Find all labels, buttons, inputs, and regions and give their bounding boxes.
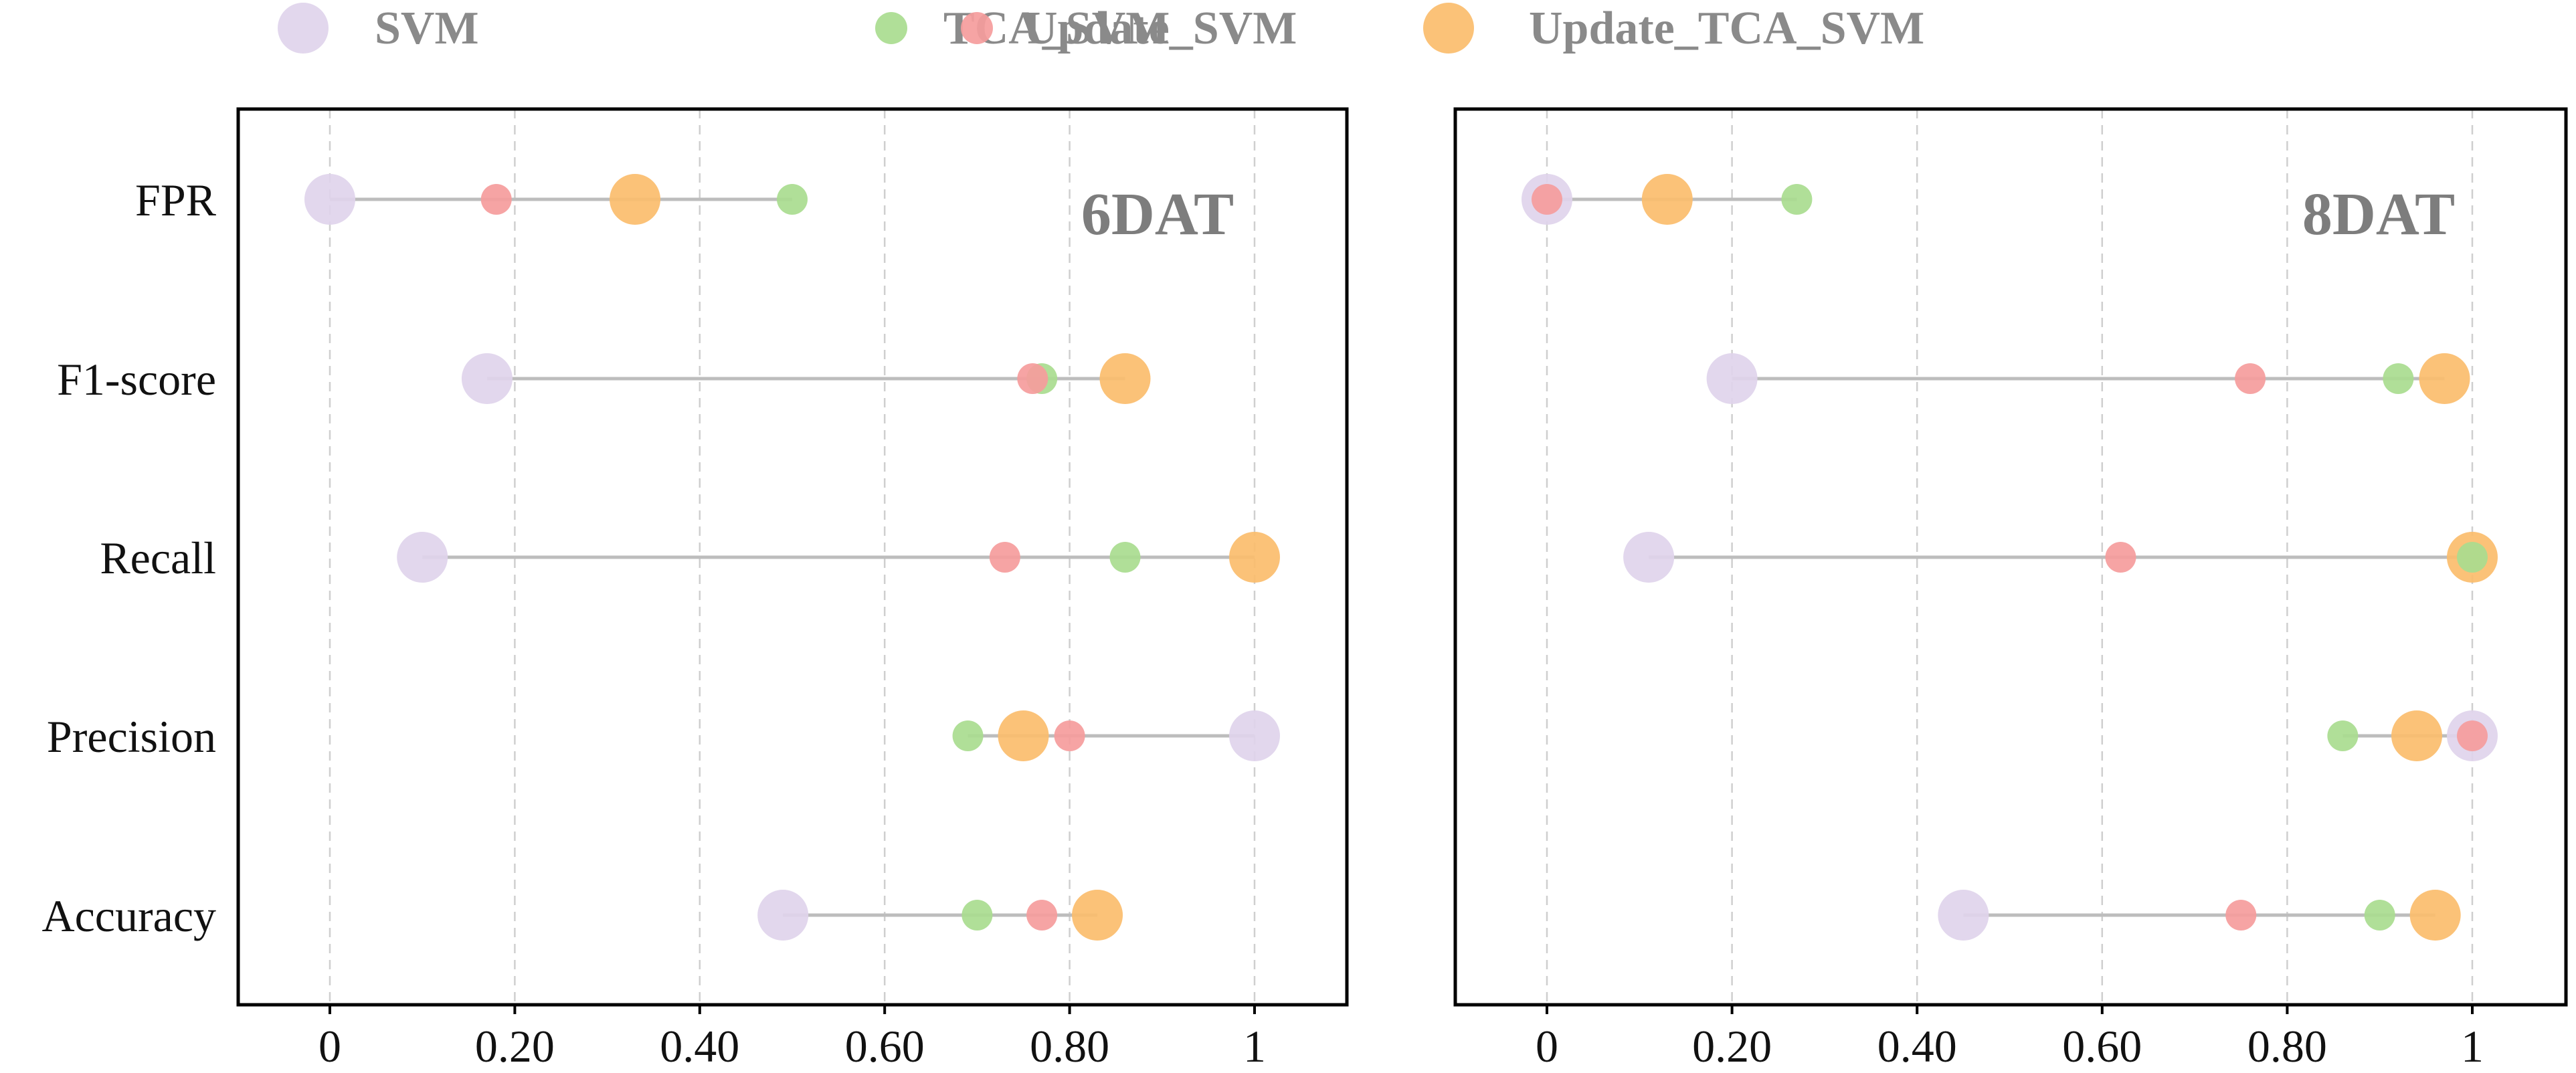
panel-label-8dat: 8DAT — [2302, 181, 2455, 248]
point-8dat-update-svm-accuracy — [2225, 900, 2257, 931]
point-6dat-update-svm-accuracy — [1026, 900, 1058, 931]
point-6dat-update-tca-svm-recall — [1229, 532, 1280, 583]
point-6dat-svm-accuracy — [757, 890, 809, 941]
point-8dat-tca-svm-f1-score — [2383, 363, 2414, 394]
point-6dat-update-tca-svm-precision — [998, 710, 1049, 761]
x-tick-label: 1 — [1243, 1021, 1266, 1072]
point-6dat-tca-svm-recall — [1109, 542, 1141, 573]
point-8dat-tca-svm-precision — [2327, 720, 2359, 751]
point-6dat-svm-precision — [1229, 710, 1280, 761]
x-tick-label: 0.40 — [1877, 1021, 1957, 1072]
point-8dat-update-tca-svm-accuracy — [2409, 890, 2461, 941]
point-8dat-svm-f1-score — [1706, 353, 1758, 404]
panel-6dat: FPR F1-score Recall Precision Accuracy 0 0.20 0… — [42, 107, 1349, 1072]
point-8dat-update-svm-f1-score — [2235, 363, 2266, 394]
point-8dat-tca-svm-fpr — [1781, 184, 1813, 215]
legend-label-update-svm: Update_SVM — [1024, 3, 1297, 54]
x-tick-label: 0.60 — [2062, 1021, 2142, 1072]
x-tick-label: 0 — [318, 1021, 341, 1072]
y-tick-label-accuracy: Accuracy — [42, 890, 216, 941]
y-tick-label-f1-score: F1-score — [57, 354, 216, 405]
point-6dat-svm-f1-score — [461, 353, 513, 404]
panel-8dat: 0 0.20 0.40 0.60 0.80 1 8DAT — [1453, 107, 2568, 1072]
legend-marker-tca-svm — [875, 12, 907, 44]
point-6dat-update-svm-recall — [989, 542, 1020, 573]
point-6dat-update-svm-f1-score — [1017, 363, 1048, 394]
legend-label-svm: SVM — [375, 3, 479, 54]
point-6dat-update-tca-svm-accuracy — [1072, 890, 1123, 941]
point-8dat-svm-recall — [1623, 532, 1675, 583]
point-8dat-update-svm-precision — [2457, 720, 2488, 751]
x-tick-label: 0.60 — [845, 1021, 925, 1072]
point-8dat-svm-accuracy — [1938, 890, 1989, 941]
x-tick-label: 0 — [1536, 1021, 1558, 1072]
legend-label-update-tca-svm: Update_TCA_SVM — [1529, 3, 1924, 54]
y-tick-label-recall: Recall — [100, 532, 216, 583]
legend-marker-svm — [278, 3, 329, 54]
point-6dat-svm-recall — [397, 532, 448, 583]
point-8dat-tca-svm-accuracy — [2364, 900, 2395, 931]
point-6dat-update-svm-precision — [1054, 720, 1085, 751]
point-6dat-tca-svm-accuracy — [961, 900, 993, 931]
x-tick-label: 0.80 — [2247, 1021, 2327, 1072]
point-6dat-tca-svm-fpr — [777, 184, 808, 215]
y-tick-label-fpr: FPR — [135, 175, 217, 225]
point-6dat-update-tca-svm-f1-score — [1099, 353, 1151, 404]
point-6dat-update-svm-fpr — [480, 184, 512, 215]
point-6dat-svm-fpr — [304, 174, 355, 225]
x-tick-label: 0.20 — [475, 1021, 555, 1072]
y-tick-label-precision: Precision — [47, 711, 216, 762]
x-tick-label: 0.80 — [1030, 1021, 1109, 1072]
panel-frame — [1453, 107, 2568, 1007]
x-tick-label: 0.20 — [1692, 1021, 1772, 1072]
point-8dat-update-tca-svm-precision — [2391, 710, 2443, 761]
legend-marker-update-svm — [961, 12, 993, 44]
panel-label-6dat: 6DAT — [1081, 181, 1234, 248]
x-tick-label: 1 — [2461, 1021, 2484, 1072]
point-8dat-update-svm-recall — [2105, 542, 2136, 573]
point-8dat-update-svm-fpr — [1532, 184, 1562, 215]
panel-frame — [236, 107, 1349, 1007]
x-tick-label: 0.40 — [660, 1021, 739, 1072]
point-6dat-tca-svm-precision — [952, 720, 984, 751]
legend-marker-update-tca-svm — [1423, 3, 1474, 54]
point-8dat-tca-svm-recall — [2457, 542, 2488, 573]
point-8dat-update-tca-svm-f1-score — [2419, 353, 2470, 404]
point-8dat-update-tca-svm-fpr — [1641, 174, 1693, 225]
point-6dat-update-tca-svm-fpr — [610, 174, 661, 225]
